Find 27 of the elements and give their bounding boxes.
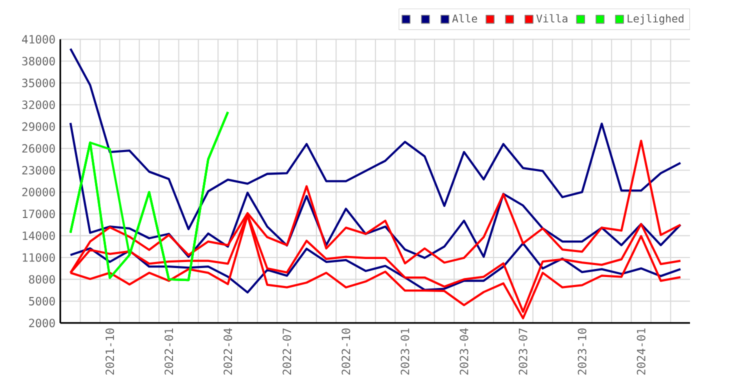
y-tick-label: 35000 (22, 78, 55, 88)
x-tick-label: 2021-10 (106, 328, 114, 375)
y-tick-label: 17000 (22, 210, 55, 218)
y-tick-label: 26000 (22, 144, 55, 153)
legend-label: Villa (536, 14, 568, 23)
y-tick-label: 14000 (22, 231, 55, 240)
x-tick-label: 2022-10 (342, 328, 350, 375)
y-tick-label: 23000 (22, 166, 55, 175)
y-tick-label: 8000 (29, 275, 55, 284)
y-tick-label: 2000 (29, 318, 55, 328)
y-tick-label: 20000 (22, 188, 55, 196)
x-tick-label: 2023-04 (460, 328, 468, 375)
y-tick-label: 29000 (22, 122, 55, 131)
x-tick-label: 2023-01 (400, 328, 410, 375)
x-tick-label: 2023-07 (518, 328, 528, 375)
y-tick-label: 41000 (22, 35, 55, 44)
y-tick-label: 5000 (29, 296, 55, 306)
legend-label: Alle (452, 14, 478, 23)
y-tick-label: 32000 (22, 100, 55, 110)
legend-label: Lejlighed (628, 14, 684, 25)
y-tick-label: 11000 (22, 253, 55, 262)
x-tick-label: 2022-04 (224, 328, 232, 375)
x-tick-label: 2022-01 (164, 328, 174, 375)
y-tick-label: 38000 (22, 56, 55, 66)
x-tick-label: 2024-01 (636, 328, 646, 375)
x-tick-label: 2023-10 (578, 328, 586, 375)
x-tick-label: 2022-07 (282, 328, 292, 375)
